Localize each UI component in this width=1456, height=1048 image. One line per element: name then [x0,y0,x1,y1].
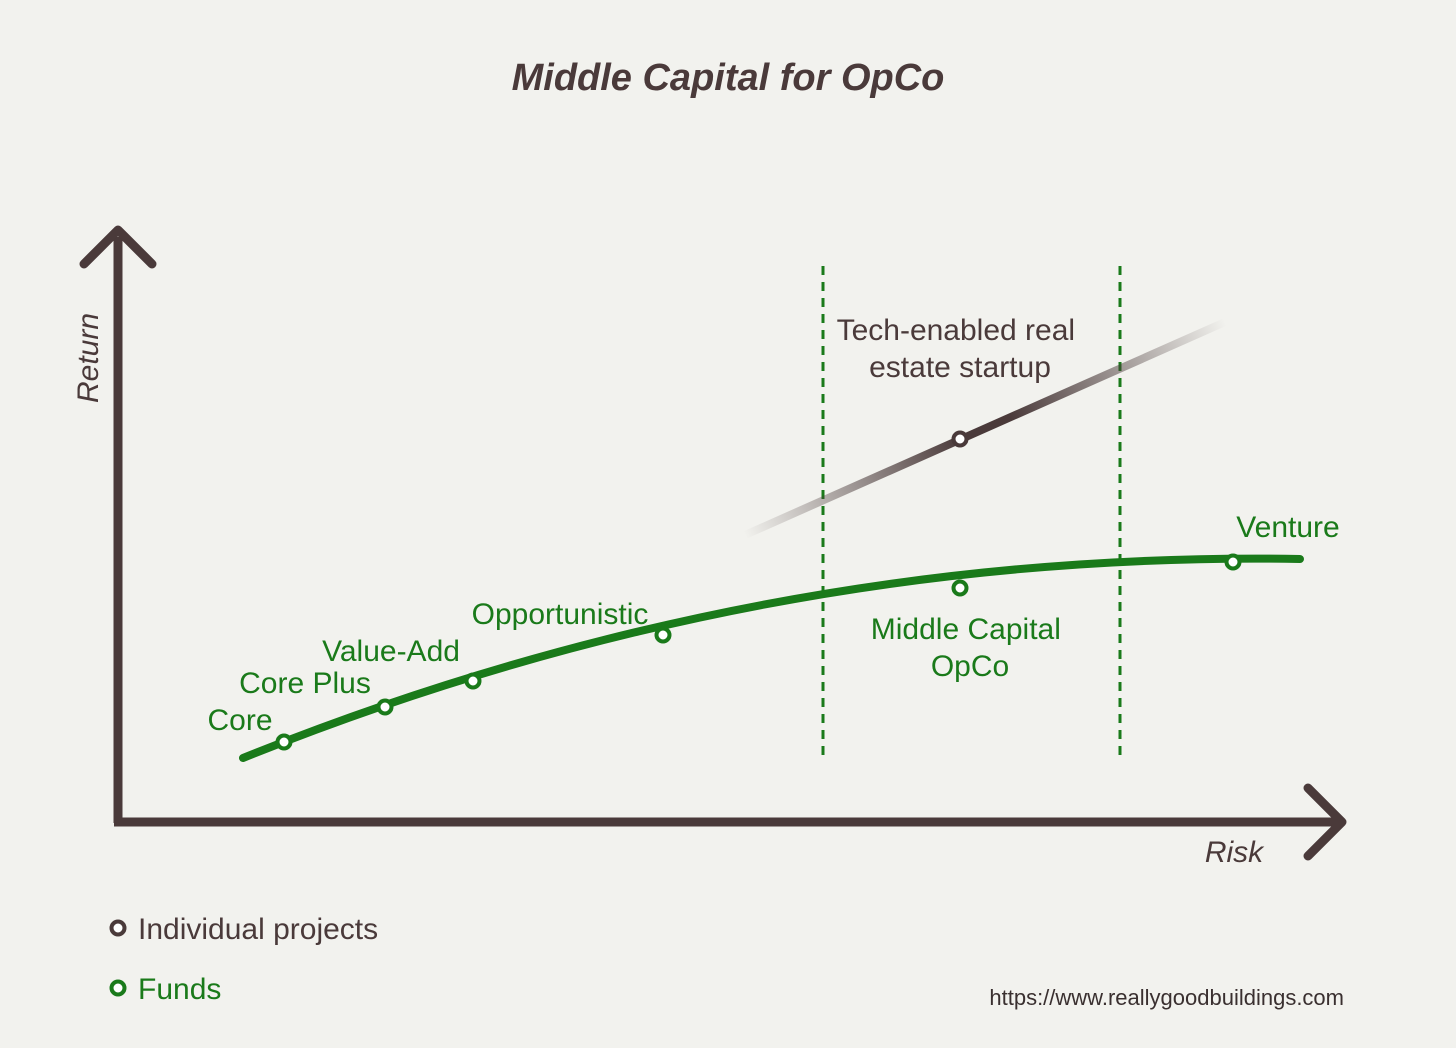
fund-marker-core [275,733,293,751]
diagram-title: Middle Capital for OpCo [512,57,945,99]
fund-label-core: Core [207,704,272,737]
x-axis-label: Risk [1205,836,1265,869]
x-axis-arrowhead [1303,783,1347,861]
project-label-tech-startup: Tech-enabled real estate startup [837,314,1084,384]
fund-marker-venture [1224,553,1242,571]
legend-marker-projects [109,919,127,937]
source-url[interactable]: https://www.reallygoodbuildings.com [989,985,1344,1010]
funds-trend-curve [239,554,1304,762]
fund-marker-value-add [464,672,482,690]
fund-label-opportunistic: Opportunistic [472,598,649,631]
funds-points: Core Core Plus Value-Add Opportunistic V… [207,511,1340,751]
fund-marker-middle-capital-opco [951,579,969,597]
project-label-tech-startup-line1: Tech-enabled real [837,314,1076,347]
projects-trend-line [741,318,1229,539]
projects-points: Tech-enabled real estate startup [837,314,1084,448]
fund-label-value-add: Value-Add [322,635,460,668]
legend-label-projects: Individual projects [138,913,378,946]
fund-label-middle-capital-opco-line1: Middle Capital [871,613,1061,646]
fund-label-core-plus: Core Plus [239,667,371,700]
legend-marker-funds [109,979,127,997]
fund-label-middle-capital-opco: Middle Capital OpCo [871,613,1069,683]
project-marker-tech-startup [951,430,969,448]
fund-label-venture: Venture [1236,511,1339,544]
y-axis-label: Return [72,313,105,403]
legend: Individual projects Funds [109,913,378,1006]
fund-marker-opportunistic [654,626,672,644]
y-axis-arrowhead [79,225,157,269]
fund-label-middle-capital-opco-line2: OpCo [931,650,1009,683]
axes: Return Risk [72,225,1347,869]
legend-label-funds: Funds [138,973,221,1006]
project-label-tech-startup-line2: estate startup [869,351,1051,384]
fund-marker-core-plus [376,698,394,716]
middle-capital-band [821,266,1122,758]
